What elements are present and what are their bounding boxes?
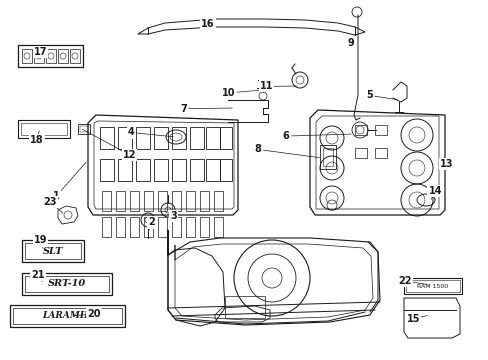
Text: 14: 14 [427,186,441,196]
Text: 11: 11 [259,81,273,91]
Text: LARAMIE: LARAMIE [42,311,91,320]
Bar [323,148,332,166]
Bar [21,123,67,135]
Bar [80,126,88,132]
Bar [214,217,223,237]
Bar [130,191,139,211]
Bar [22,240,84,262]
Text: 7: 7 [180,104,186,114]
Bar [136,159,150,181]
Bar [205,159,220,181]
Text: 20: 20 [87,309,101,319]
Bar [118,159,132,181]
Bar [172,159,185,181]
Bar [25,276,109,292]
Bar [354,125,366,135]
Bar [130,217,139,237]
Bar [22,49,32,63]
Bar [220,159,231,181]
Text: 21: 21 [31,270,45,280]
Bar [22,273,112,295]
Bar [185,191,195,211]
Bar [200,217,208,237]
Bar [136,127,150,149]
Bar [154,159,168,181]
Bar [46,49,56,63]
Bar [172,217,181,237]
Text: 22: 22 [397,276,411,286]
Bar [10,305,125,327]
Text: 5: 5 [365,90,372,100]
Text: 6: 6 [282,131,289,141]
Bar [190,127,203,149]
Bar [405,280,459,292]
Bar [58,49,68,63]
Bar [25,243,81,259]
Bar [185,217,195,237]
Text: 10: 10 [222,88,235,98]
Text: 13: 13 [439,159,452,169]
Bar [102,191,111,211]
Bar [374,125,386,135]
Bar [78,124,90,134]
Text: 4: 4 [127,127,134,138]
Bar [116,191,125,211]
Text: 3: 3 [170,211,177,221]
Bar [374,148,386,158]
Bar [354,148,366,158]
Text: 16: 16 [201,19,214,30]
Bar [118,127,132,149]
Bar [102,217,111,237]
Bar [158,191,167,211]
Text: 8: 8 [254,144,261,154]
Bar [100,127,114,149]
Text: 17: 17 [34,47,47,57]
Bar [70,49,80,63]
Bar [205,127,220,149]
Text: 9: 9 [347,38,354,48]
Text: 23: 23 [43,197,57,207]
Bar [18,45,83,67]
Text: 15: 15 [406,314,419,324]
Bar [220,127,231,149]
Bar [158,217,167,237]
Text: SRT-10: SRT-10 [48,279,86,288]
Bar [190,159,203,181]
Bar [13,308,122,324]
Text: 2: 2 [148,217,155,228]
Bar [172,191,181,211]
Text: 19: 19 [34,235,47,246]
Bar [143,217,153,237]
Text: SLT: SLT [43,247,63,256]
Text: 12: 12 [122,150,136,160]
Bar [200,191,208,211]
Text: 1: 1 [53,191,60,201]
Bar [319,145,335,169]
Bar [224,296,264,318]
Bar [100,159,114,181]
Text: RAM 1500: RAM 1500 [417,284,447,288]
Bar [34,49,44,63]
Bar [116,217,125,237]
Bar [403,278,461,294]
Bar [143,191,153,211]
Bar [154,127,168,149]
Bar [214,191,223,211]
Bar [172,127,185,149]
Bar [18,120,70,138]
Text: 18: 18 [30,135,43,145]
